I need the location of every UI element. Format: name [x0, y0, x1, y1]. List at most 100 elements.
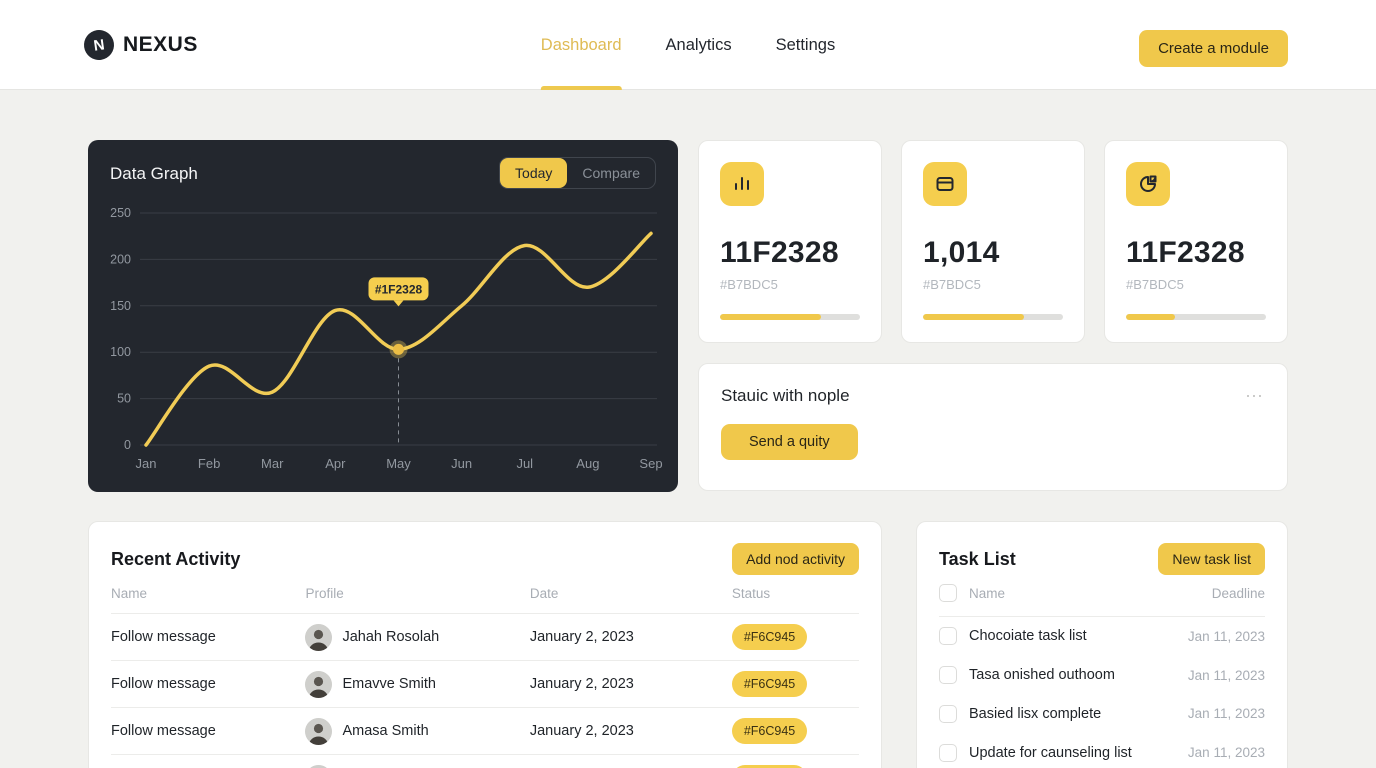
line-chart[interactable]: 0 50 100 150 200 250 Jan Feb Mar Apr May Jun Jul Aug S… [88, 200, 678, 497]
main-nav: Dashboard Analytics Settings [540, 0, 836, 90]
status-badge: #F6C945 [731, 765, 808, 768]
stat-progress [923, 314, 1063, 320]
stat-value: 1,014 [923, 236, 1000, 269]
svg-text:50: 50 [117, 392, 131, 406]
chart-range-toggle: Today Compare [499, 157, 656, 189]
avatar [305, 623, 333, 651]
stat-card-2: 1,014 #B7BDC5 [901, 140, 1085, 343]
activity-name: Follow message [111, 755, 305, 768]
chart-title: Data Graph [110, 164, 198, 183]
list-item[interactable]: Update for caunseling list Jan 11, 2023 [939, 733, 1265, 768]
nav-tab-settings[interactable]: Settings [775, 35, 836, 54]
task-label: Chocoiate task list [969, 628, 1087, 645]
recent-activity-title: Recent Activity [111, 548, 241, 569]
top-navbar: N NEXUS Dashboard Analytics Settings Cre… [0, 0, 1376, 90]
task-label: Tasa onished outhoom [969, 667, 1115, 684]
svg-text:#1F2328: #1F2328 [375, 282, 423, 296]
svg-text:Feb: Feb [198, 456, 220, 471]
table-row[interactable]: Follow message Amasa Smith January 2, 20… [111, 707, 859, 755]
create-module-button[interactable]: Create a module [1139, 30, 1288, 67]
svg-text:150: 150 [110, 299, 131, 313]
stat-sublabel: #B7BDC5 [1126, 277, 1184, 292]
svg-text:200: 200 [110, 252, 131, 266]
task-list-title: Task List [939, 548, 1016, 569]
task-deadline: Jan 11, 2023 [1187, 628, 1265, 644]
avatar [305, 764, 333, 768]
svg-text:0: 0 [124, 438, 131, 452]
static-card-title: Stauic with nople [721, 386, 850, 405]
svg-text:Jun: Jun [451, 456, 472, 471]
task-checkbox[interactable] [939, 743, 957, 762]
activity-date: January 2, 2023 [530, 755, 732, 768]
profile-name: Emavve Smith [342, 676, 436, 692]
task-list-header: Name Deadline [939, 574, 1265, 617]
avatar [305, 670, 333, 698]
nav-tab-analytics[interactable]: Analytics [665, 35, 732, 54]
column-header-name: Name [111, 578, 306, 614]
svg-text:Aug: Aug [576, 456, 599, 471]
column-header-date: Date [529, 578, 732, 614]
task-deadline: Jan 11, 2023 [1187, 667, 1265, 683]
stat-value: 11F2328 [720, 236, 839, 269]
task-deadline: Jan 11, 2023 [1187, 745, 1265, 761]
svg-text:250: 250 [110, 206, 131, 220]
recent-activity-card: Recent Activity Add nod activity Name Pr… [88, 521, 882, 768]
profile-name: Jahah Rosolah [342, 629, 440, 645]
activity-date: January 2, 2023 [529, 660, 732, 708]
data-graph-card: Data Graph Today Compare 0 50 100 150 200 250… [88, 140, 678, 492]
svg-text:Sep: Sep [639, 456, 662, 471]
task-checkbox[interactable] [939, 666, 957, 685]
credit-card-icon [923, 162, 967, 206]
stat-card-1: 11F2328 #B7BDC5 [698, 140, 882, 343]
status-badge: #F6C945 [731, 671, 808, 697]
status-badge: #F6C945 [731, 718, 808, 744]
brand-name: NEXUS [123, 33, 198, 56]
column-header-deadline: Deadline [1211, 585, 1265, 601]
activity-date: January 2, 2023 [529, 613, 732, 661]
stat-sublabel: #B7BDC5 [923, 277, 981, 292]
svg-text:Mar: Mar [261, 456, 284, 471]
column-header-status: Status [731, 578, 859, 614]
task-label: Basied lisx complete [969, 705, 1102, 722]
activity-table: Name Profile Date Status Follow message … [111, 578, 859, 768]
activity-name: Follow message [111, 660, 306, 708]
activity-name: Follow message [111, 707, 306, 755]
column-header-name: Name [969, 585, 1006, 601]
task-deadline: Jan 11, 2023 [1187, 706, 1265, 722]
activity-date: January 2, 2023 [529, 707, 732, 755]
task-label: Update for caunseling list [969, 744, 1132, 761]
stat-progress [720, 314, 860, 320]
list-item[interactable]: Chocoiate task list Jan 11, 2023 [939, 617, 1265, 656]
table-row[interactable]: Follow message Emavve Smith January 2, 2… [111, 660, 859, 708]
static-with-nople-card: Stauic with nople ⋯ Send a quity [698, 363, 1288, 491]
send-quity-button[interactable]: Send a quity [721, 424, 858, 460]
new-task-list-button[interactable]: New task list [1158, 543, 1265, 575]
avatar [305, 717, 333, 745]
svg-text:Jul: Jul [516, 456, 533, 471]
select-all-checkbox[interactable] [939, 584, 957, 602]
brand-logo: N NEXUS [82, 28, 198, 62]
task-items: Chocoiate task list Jan 11, 2023 Tasa on… [939, 617, 1265, 768]
svg-text:100: 100 [110, 345, 131, 359]
column-header-profile: Profile [305, 578, 530, 614]
stat-sublabel: #B7BDC5 [720, 277, 778, 292]
nav-tab-dashboard[interactable]: Dashboard [540, 0, 622, 90]
svg-text:May: May [386, 456, 411, 471]
svg-text:Apr: Apr [325, 456, 346, 471]
task-checkbox[interactable] [939, 704, 957, 723]
stat-card-3: 11F2328 #B7BDC5 [1104, 140, 1288, 343]
toggle-compare[interactable]: Compare [582, 165, 640, 181]
list-item[interactable]: Basied lisx complete Jan 11, 2023 [939, 695, 1265, 734]
more-options-icon[interactable]: ⋯ [1245, 386, 1265, 406]
pie-chart-icon [1126, 162, 1170, 206]
toggle-today[interactable]: Today [500, 158, 568, 188]
stat-progress [1126, 314, 1266, 320]
nexus-logo-icon: N [82, 28, 116, 62]
table-row[interactable]: Follow message Amasa Smith January 2, 20… [111, 755, 859, 768]
add-activity-button[interactable]: Add nod activity [732, 543, 859, 575]
task-checkbox[interactable] [939, 627, 957, 646]
list-item[interactable]: Tasa onished outhoom Jan 11, 2023 [939, 656, 1265, 695]
profile-name: Amasa Smith [342, 723, 429, 739]
svg-text:Jan: Jan [136, 456, 157, 471]
table-row[interactable]: Follow message Jahah Rosolah January 2, … [111, 613, 859, 661]
